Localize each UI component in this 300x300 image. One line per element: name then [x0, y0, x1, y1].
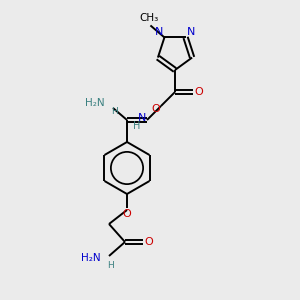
- Text: H₂N: H₂N: [85, 98, 105, 108]
- Text: O: O: [152, 104, 160, 114]
- Text: H: H: [133, 121, 141, 131]
- Text: O: O: [195, 87, 203, 97]
- Text: H₂N: H₂N: [81, 253, 101, 263]
- Text: N: N: [186, 27, 195, 38]
- Text: N: N: [155, 27, 164, 38]
- Text: O: O: [123, 209, 131, 219]
- Text: H: H: [108, 262, 114, 271]
- Text: CH₃: CH₃: [140, 14, 159, 23]
- Text: N: N: [138, 113, 146, 123]
- Text: O: O: [145, 237, 153, 247]
- Text: H: H: [112, 107, 118, 116]
